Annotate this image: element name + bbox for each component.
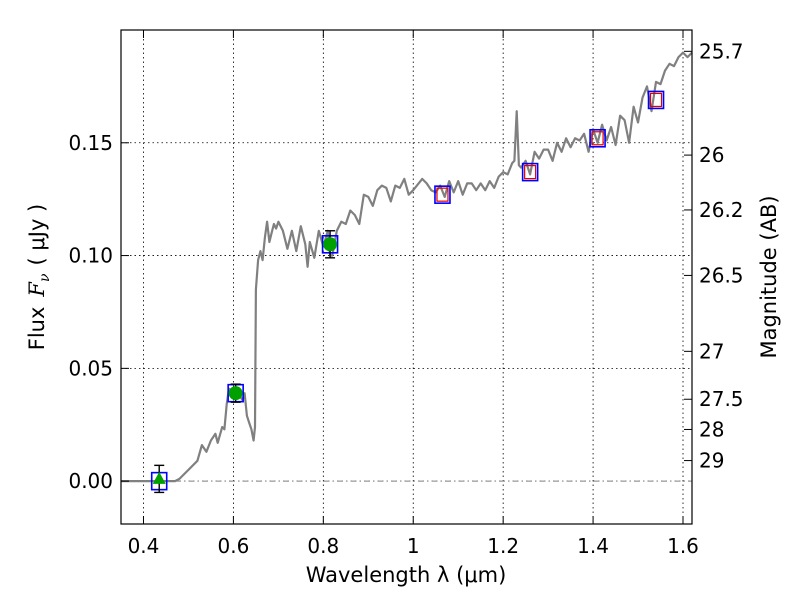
- model-flux-box: [647, 90, 665, 110]
- mag-tick-label: 27.5: [699, 387, 744, 411]
- y-tick-label: 0.05: [68, 356, 113, 380]
- svg-text:FluxFν( μJy ): Flux Fν ( μJy ): [25, 204, 53, 350]
- x-tick-label: 1.4: [577, 534, 609, 558]
- plot-frame: [120, 29, 693, 525]
- model-flux-box: [589, 128, 606, 148]
- y-axis-label-symbol: F: [25, 281, 49, 298]
- x-tick-label: 0.8: [307, 534, 339, 558]
- x-tick-label: 0.6: [217, 534, 249, 558]
- photometry-circle: [323, 237, 338, 252]
- mag-tick-label: 27: [699, 339, 724, 363]
- spectrum-line: [121, 51, 693, 483]
- upper-limit-box: [591, 131, 604, 146]
- y-axis-label-subscript: ν: [37, 273, 53, 282]
- mag-tick-label: 26.5: [699, 263, 744, 287]
- y-tick-label: 0.00: [68, 469, 113, 493]
- axis-ticks: 0.4 0.6 0.8 1 1.2 1.4 1.6 0.00 0.05 0.10 0.15 25.7 2…: [68, 30, 744, 558]
- y2-axis-label: Magnitude (AB): [757, 195, 781, 358]
- upper-limit-box: [436, 187, 449, 202]
- x-tick-label: 1.6: [667, 534, 699, 558]
- y-axis-label-unit: ( μJy ): [25, 204, 49, 266]
- mag-tick-label: 26: [699, 143, 724, 167]
- model-flux-box: [521, 162, 539, 182]
- mag-tick-label: 25.7: [699, 39, 744, 63]
- spectrum-series: [121, 51, 693, 483]
- photometry-triangle: [152, 471, 166, 484]
- mag-tick-label: 29: [699, 449, 724, 473]
- upper-limit-box: [649, 92, 663, 108]
- x-tick-label: 0.4: [128, 534, 160, 558]
- model-flux-box: [434, 185, 451, 204]
- plot-area: [121, 30, 692, 524]
- mag-tick-label: 26.2: [699, 198, 744, 222]
- y-tick-label: 0.15: [68, 131, 113, 155]
- x-tick-label: 1: [407, 534, 420, 558]
- y-axis-label-prefix: Flux: [25, 307, 49, 351]
- photometry-markers: [150, 90, 665, 494]
- x-axis-label: Wavelength λ (μm): [306, 563, 507, 587]
- photometry-circle: [228, 386, 243, 401]
- upper-limit-box: [524, 165, 537, 180]
- y-axis-label: Flux Fν ( μJy ): [25, 204, 53, 350]
- mag-tick-label: 28: [699, 417, 724, 441]
- y-tick-label: 0.10: [68, 244, 113, 268]
- x-tick-label: 1.2: [487, 534, 519, 558]
